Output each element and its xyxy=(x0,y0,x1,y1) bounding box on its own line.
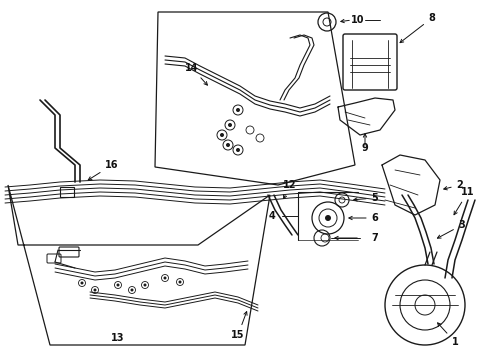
Circle shape xyxy=(325,215,331,221)
Circle shape xyxy=(144,284,147,287)
Text: 5: 5 xyxy=(354,193,378,203)
Circle shape xyxy=(226,143,230,147)
Text: 3: 3 xyxy=(438,220,465,238)
Circle shape xyxy=(178,280,181,284)
Circle shape xyxy=(164,276,167,279)
Circle shape xyxy=(228,123,232,127)
Circle shape xyxy=(130,288,133,292)
Text: 4: 4 xyxy=(269,211,275,221)
Text: 14: 14 xyxy=(185,63,207,85)
Text: 1: 1 xyxy=(438,323,458,347)
Circle shape xyxy=(80,282,83,284)
Text: 11: 11 xyxy=(454,187,475,215)
Text: 16: 16 xyxy=(88,160,119,180)
Text: 13: 13 xyxy=(111,333,125,343)
Circle shape xyxy=(220,133,224,137)
Text: 15: 15 xyxy=(231,312,247,340)
Text: 8: 8 xyxy=(400,13,436,42)
Circle shape xyxy=(236,108,240,112)
Text: 7: 7 xyxy=(371,233,378,243)
Circle shape xyxy=(94,288,97,292)
Circle shape xyxy=(117,284,120,287)
Text: 9: 9 xyxy=(362,143,368,153)
Circle shape xyxy=(236,148,240,152)
Text: 6: 6 xyxy=(349,213,378,223)
Text: 2: 2 xyxy=(444,180,464,190)
Text: 12: 12 xyxy=(283,180,297,198)
Text: 10: 10 xyxy=(351,15,365,25)
